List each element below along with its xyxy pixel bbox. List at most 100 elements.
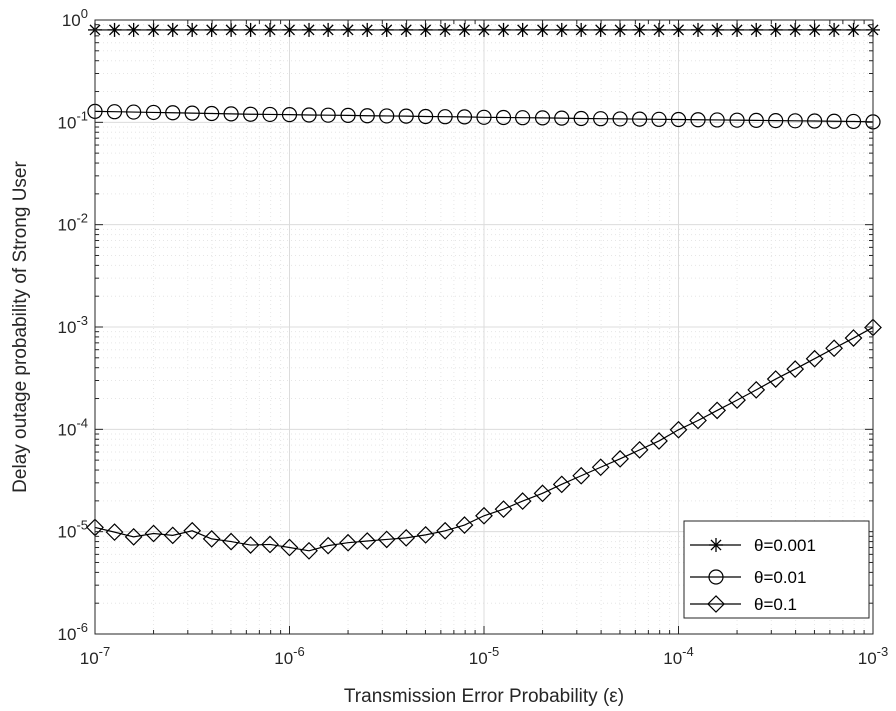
data-point xyxy=(708,401,727,420)
data-point xyxy=(495,109,512,126)
data-point xyxy=(689,411,707,430)
data-point xyxy=(515,22,530,37)
data-point xyxy=(670,111,687,128)
data-point xyxy=(144,524,163,543)
data-point xyxy=(455,516,474,534)
data-point xyxy=(669,420,688,439)
x-tick-label: 10-4 xyxy=(663,644,693,668)
data-point xyxy=(768,22,783,37)
data-point xyxy=(163,526,182,545)
data-point xyxy=(106,104,123,120)
x-tick-label: 10-5 xyxy=(469,644,499,668)
legend-label: θ=0.001 xyxy=(754,536,816,555)
y-tick-label: 10-2 xyxy=(58,211,88,235)
data-point xyxy=(377,530,396,549)
data-point xyxy=(807,22,822,37)
data-point xyxy=(262,106,278,123)
data-point xyxy=(786,360,805,378)
data-point xyxy=(358,532,377,550)
y-tick-labels: 10-6 10-5 10-4 10-3 10-2 10-1 100 xyxy=(58,6,88,644)
data-point xyxy=(827,22,842,37)
data-point xyxy=(418,22,433,37)
x-tick-label: 10-3 xyxy=(858,644,888,668)
data-point xyxy=(183,521,202,540)
data-point xyxy=(690,112,706,128)
data-point xyxy=(320,107,336,123)
data-point xyxy=(477,22,491,37)
series-asterisk xyxy=(88,22,880,37)
data-point xyxy=(593,22,608,37)
data-point xyxy=(282,22,297,37)
data-point xyxy=(124,527,143,546)
data-point xyxy=(204,22,219,37)
data-point xyxy=(515,110,531,126)
data-point xyxy=(438,22,453,37)
data-point xyxy=(632,111,648,127)
data-point xyxy=(126,104,142,120)
data-point xyxy=(846,22,861,37)
data-point xyxy=(805,349,824,368)
y-tick-label: 100 xyxy=(62,6,88,30)
data-point xyxy=(184,105,200,121)
data-point xyxy=(572,466,591,485)
data-point xyxy=(105,523,124,542)
data-point xyxy=(340,107,356,123)
y-tick-label: 10-1 xyxy=(58,108,88,132)
data-point xyxy=(844,329,863,347)
data-point xyxy=(535,22,550,37)
data-point xyxy=(766,370,785,388)
data-point xyxy=(107,22,122,37)
legend-label: θ=0.1 xyxy=(754,595,797,614)
data-point xyxy=(399,22,414,37)
data-point xyxy=(632,22,647,37)
data-point xyxy=(243,106,259,122)
x-tick-labels: 10-7 10-6 10-5 10-4 10-3 xyxy=(80,644,888,668)
data-point xyxy=(552,475,571,494)
data-point xyxy=(319,536,338,555)
y-tick-label: 10-6 xyxy=(58,620,88,644)
data-point xyxy=(651,111,667,127)
series-circle xyxy=(87,103,881,130)
data-point xyxy=(224,22,239,37)
data-point xyxy=(826,113,842,129)
tick-marks xyxy=(94,19,874,635)
data-point xyxy=(494,500,513,519)
data-point xyxy=(202,529,221,548)
data-point xyxy=(574,22,589,37)
data-point xyxy=(768,112,784,129)
data-point xyxy=(730,22,745,37)
data-point xyxy=(496,22,511,37)
data-point xyxy=(436,521,455,540)
data-point xyxy=(222,532,241,551)
data-point xyxy=(165,22,180,37)
data-point xyxy=(418,108,434,125)
data-point xyxy=(787,113,803,129)
data-point xyxy=(749,22,764,37)
data-point xyxy=(204,105,220,122)
data-point xyxy=(513,492,532,510)
data-point xyxy=(456,109,473,125)
y-tick-label: 10-4 xyxy=(58,415,88,439)
data-point xyxy=(397,528,416,547)
data-point xyxy=(591,458,610,477)
data-point xyxy=(223,106,239,122)
series-layer xyxy=(86,22,882,560)
data-point xyxy=(533,484,552,503)
data-point xyxy=(416,525,435,544)
x-tick-label: 10-6 xyxy=(274,644,304,668)
data-point xyxy=(280,538,299,557)
legend-marker-circle xyxy=(708,569,724,585)
data-point xyxy=(612,111,628,127)
data-point xyxy=(302,22,317,37)
legend-label: θ=0.01 xyxy=(754,568,806,587)
data-point xyxy=(263,22,278,37)
x-tick-label: 10-7 xyxy=(80,644,110,668)
legend-marker-asterisk xyxy=(709,538,723,552)
data-point xyxy=(476,109,492,125)
data-point xyxy=(261,535,279,554)
data-point xyxy=(650,432,668,450)
data-point xyxy=(611,449,630,468)
data-point xyxy=(691,22,706,37)
data-point xyxy=(573,110,589,127)
